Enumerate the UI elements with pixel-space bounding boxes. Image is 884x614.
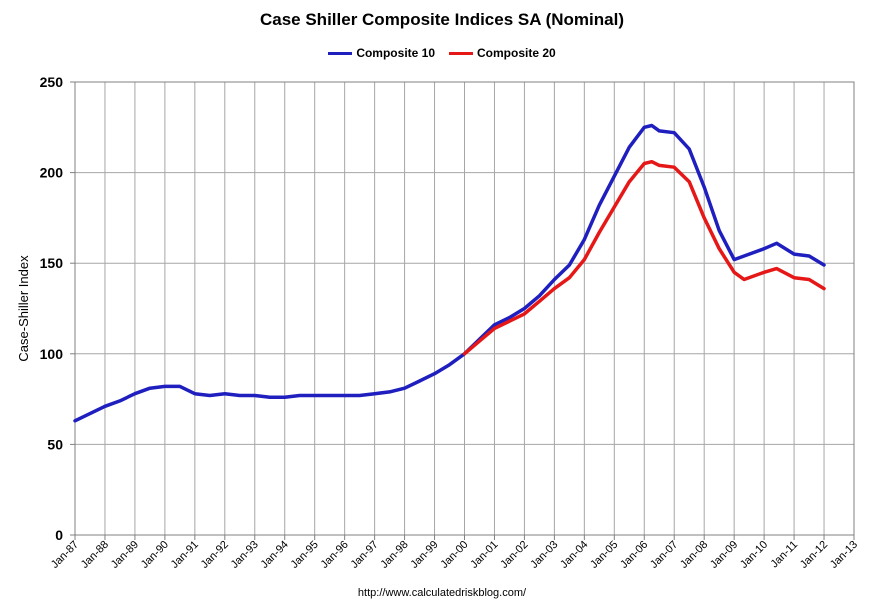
x-tick-label: Jan-10 (738, 539, 770, 571)
legend-label-composite-10: Composite 10 (356, 46, 435, 60)
x-tick-label: Jan-12 (798, 539, 830, 571)
legend: Composite 10 Composite 20 (0, 46, 884, 60)
x-tick-label: Jan-08 (678, 539, 710, 571)
x-tick-label: Jan-97 (348, 539, 380, 571)
series-line-composite-20 (462, 159, 826, 356)
chart-title: Case Shiller Composite Indices SA (Nomin… (259, 10, 624, 29)
x-tick-label: Jan-09 (708, 539, 740, 571)
legend-item-composite-20: Composite 20 (449, 46, 556, 60)
y-tick-label: 150 (40, 255, 64, 271)
source-credit: http://www.calculatedriskblog.com/ (357, 587, 527, 599)
x-tick-label: Jan-88 (79, 539, 111, 571)
y-axis-label: Case-Shiller Index (16, 255, 31, 362)
y-tick-label: 200 (40, 165, 64, 181)
x-tick-label: Jan-06 (618, 539, 650, 571)
x-tick-label: Jan-11 (768, 539, 800, 571)
legend-swatch-composite-20 (449, 51, 473, 55)
x-tick-label: Jan-92 (199, 539, 231, 571)
x-tick-label: Jan-91 (169, 539, 201, 571)
legend-label-composite-20: Composite 20 (477, 46, 556, 60)
y-tick-label: 100 (40, 346, 64, 362)
y-tick-label: 0 (55, 527, 63, 543)
x-tick-label: Jan-05 (588, 539, 620, 571)
x-tick-label: Jan-87 (49, 539, 81, 571)
x-tick-label: Jan-04 (558, 539, 590, 571)
legend-item-composite-10: Composite 10 (328, 46, 435, 60)
x-tick-label: Jan-02 (498, 539, 530, 571)
x-tick-label: Jan-93 (229, 539, 261, 571)
x-tick-label: Jan-95 (289, 539, 321, 571)
x-tick-label: Jan-03 (528, 539, 560, 571)
x-tick-label: Jan-89 (109, 539, 141, 571)
x-tick-label: Jan-96 (319, 539, 351, 571)
x-tick-label: Jan-94 (259, 539, 291, 571)
x-tick-label: Jan-99 (408, 539, 440, 571)
x-tick-label: Jan-13 (828, 539, 860, 571)
x-tick-label: Jan-98 (378, 539, 410, 571)
series-line-composite-10 (73, 123, 826, 423)
x-tick-label: Jan-90 (139, 539, 171, 571)
x-tick-label: Jan-00 (438, 539, 470, 571)
y-tick-label: 50 (47, 436, 63, 452)
x-tick-label: Jan-01 (468, 539, 500, 571)
x-tick-label: Jan-07 (648, 539, 680, 571)
legend-swatch-composite-10 (328, 51, 353, 55)
y-tick-label: 250 (40, 74, 64, 90)
